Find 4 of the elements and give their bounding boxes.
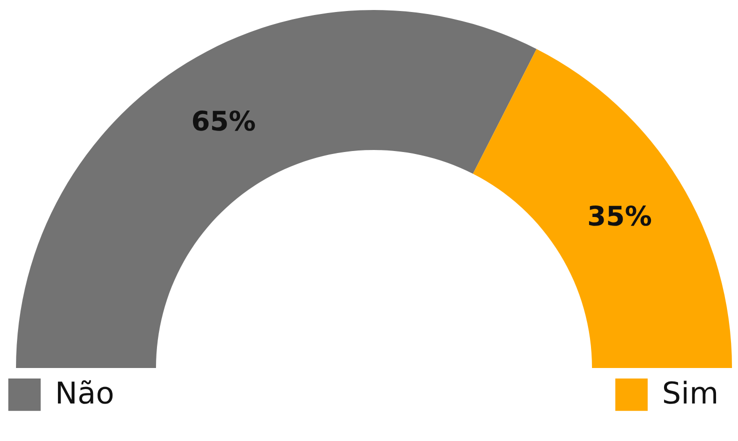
data-label: 65%: [191, 106, 256, 138]
legend-label: Não: [55, 376, 114, 412]
data-label: 35%: [587, 202, 652, 233]
legend-label: Sim: [662, 376, 719, 412]
